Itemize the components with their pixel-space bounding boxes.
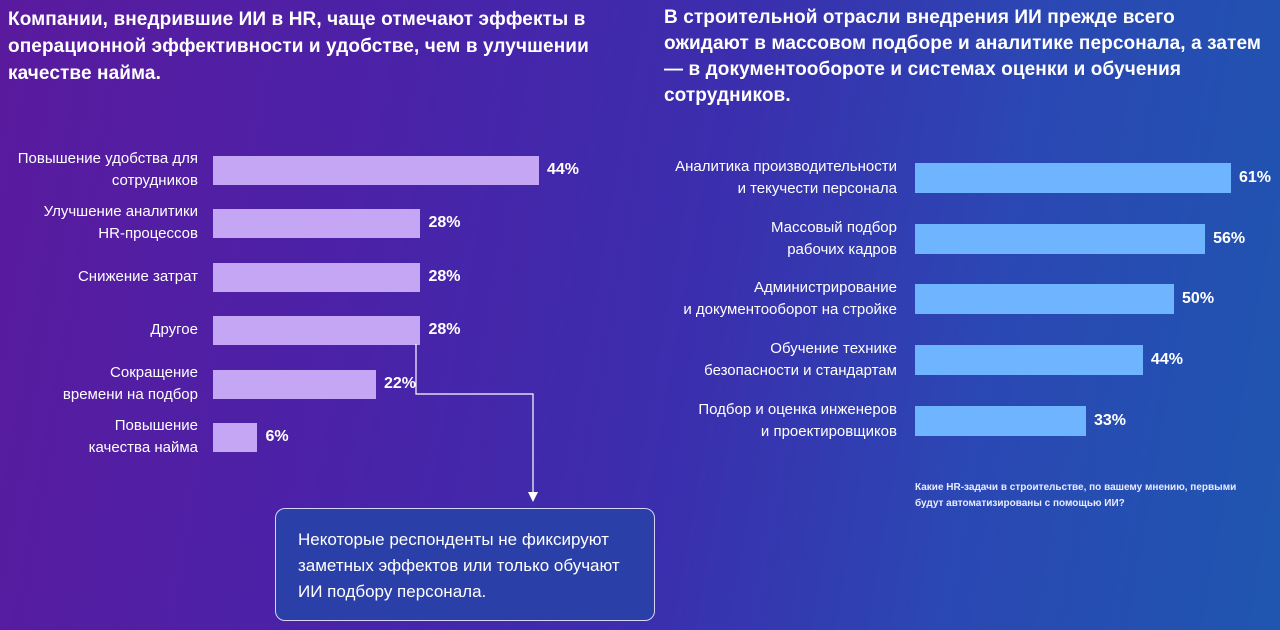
left-chart-bar bbox=[213, 208, 421, 238]
left-chart-category-label: Другое bbox=[150, 321, 198, 338]
left-chart-value-label: 6% bbox=[265, 428, 289, 445]
right-chart-category-label: Массовый подбор рабочих кадров bbox=[771, 219, 897, 258]
left-chart-category-label: Улучшение аналитики HR-процессов bbox=[43, 203, 198, 242]
callout-note: Некоторые респонденты не фиксируют замет… bbox=[275, 508, 655, 621]
right-chart-value-label: 50% bbox=[1182, 290, 1215, 307]
right-chart-title: В строительной отрасли внедрения ИИ преж… bbox=[664, 7, 1262, 106]
right-chart-bar bbox=[915, 345, 1143, 375]
left-chart-value-label: 28% bbox=[428, 214, 461, 231]
left-chart-value-label: 28% bbox=[428, 321, 461, 338]
left-chart-bar bbox=[213, 262, 421, 292]
right-chart-category-label: Администрирование и документооборот на с… bbox=[683, 279, 897, 318]
right-chart-bar bbox=[915, 406, 1086, 436]
right-chart-bar bbox=[915, 224, 1206, 254]
left-chart-title: Компании, внедрившие ИИ в HR, чаще отмеч… bbox=[8, 9, 589, 84]
connector-line bbox=[415, 344, 534, 492]
left-chart-bar bbox=[213, 369, 376, 399]
left-chart-bar bbox=[213, 422, 258, 452]
left-chart-value-label: 22% bbox=[384, 375, 417, 392]
right-chart-bar bbox=[915, 163, 1231, 193]
left-chart-value-label: 44% bbox=[547, 161, 580, 178]
right-chart-category-label: Обучение технике безопасности и стандарт… bbox=[704, 340, 897, 379]
left-chart-category-label: Снижение затрат bbox=[77, 268, 198, 285]
right-chart-bar bbox=[915, 284, 1175, 314]
left-chart-bar bbox=[213, 155, 539, 185]
left-chart-value-label: 28% bbox=[428, 268, 461, 285]
left-chart-category-label: Повышение качества найма bbox=[88, 417, 198, 456]
left-chart-category-label: Повышение удобства для сотрудников bbox=[17, 150, 198, 189]
survey-question-note: Какие HR-задачи в строительстве, по ваше… bbox=[915, 482, 1237, 509]
right-chart-category-label: Аналитика производительности и текучести… bbox=[675, 158, 897, 197]
right-chart-value-label: 56% bbox=[1213, 230, 1246, 247]
right-chart-value-label: 33% bbox=[1093, 412, 1126, 429]
right-chart-category-label: Подбор и оценка инженеров и проектировщи… bbox=[698, 401, 897, 440]
right-chart-value-label: 61% bbox=[1239, 169, 1272, 186]
left-chart-bar bbox=[213, 315, 421, 345]
left-chart-category-label: Сокращение времени на подбор bbox=[62, 364, 198, 403]
right-chart-value-label: 44% bbox=[1150, 351, 1183, 368]
connector-arrowhead bbox=[528, 492, 538, 502]
